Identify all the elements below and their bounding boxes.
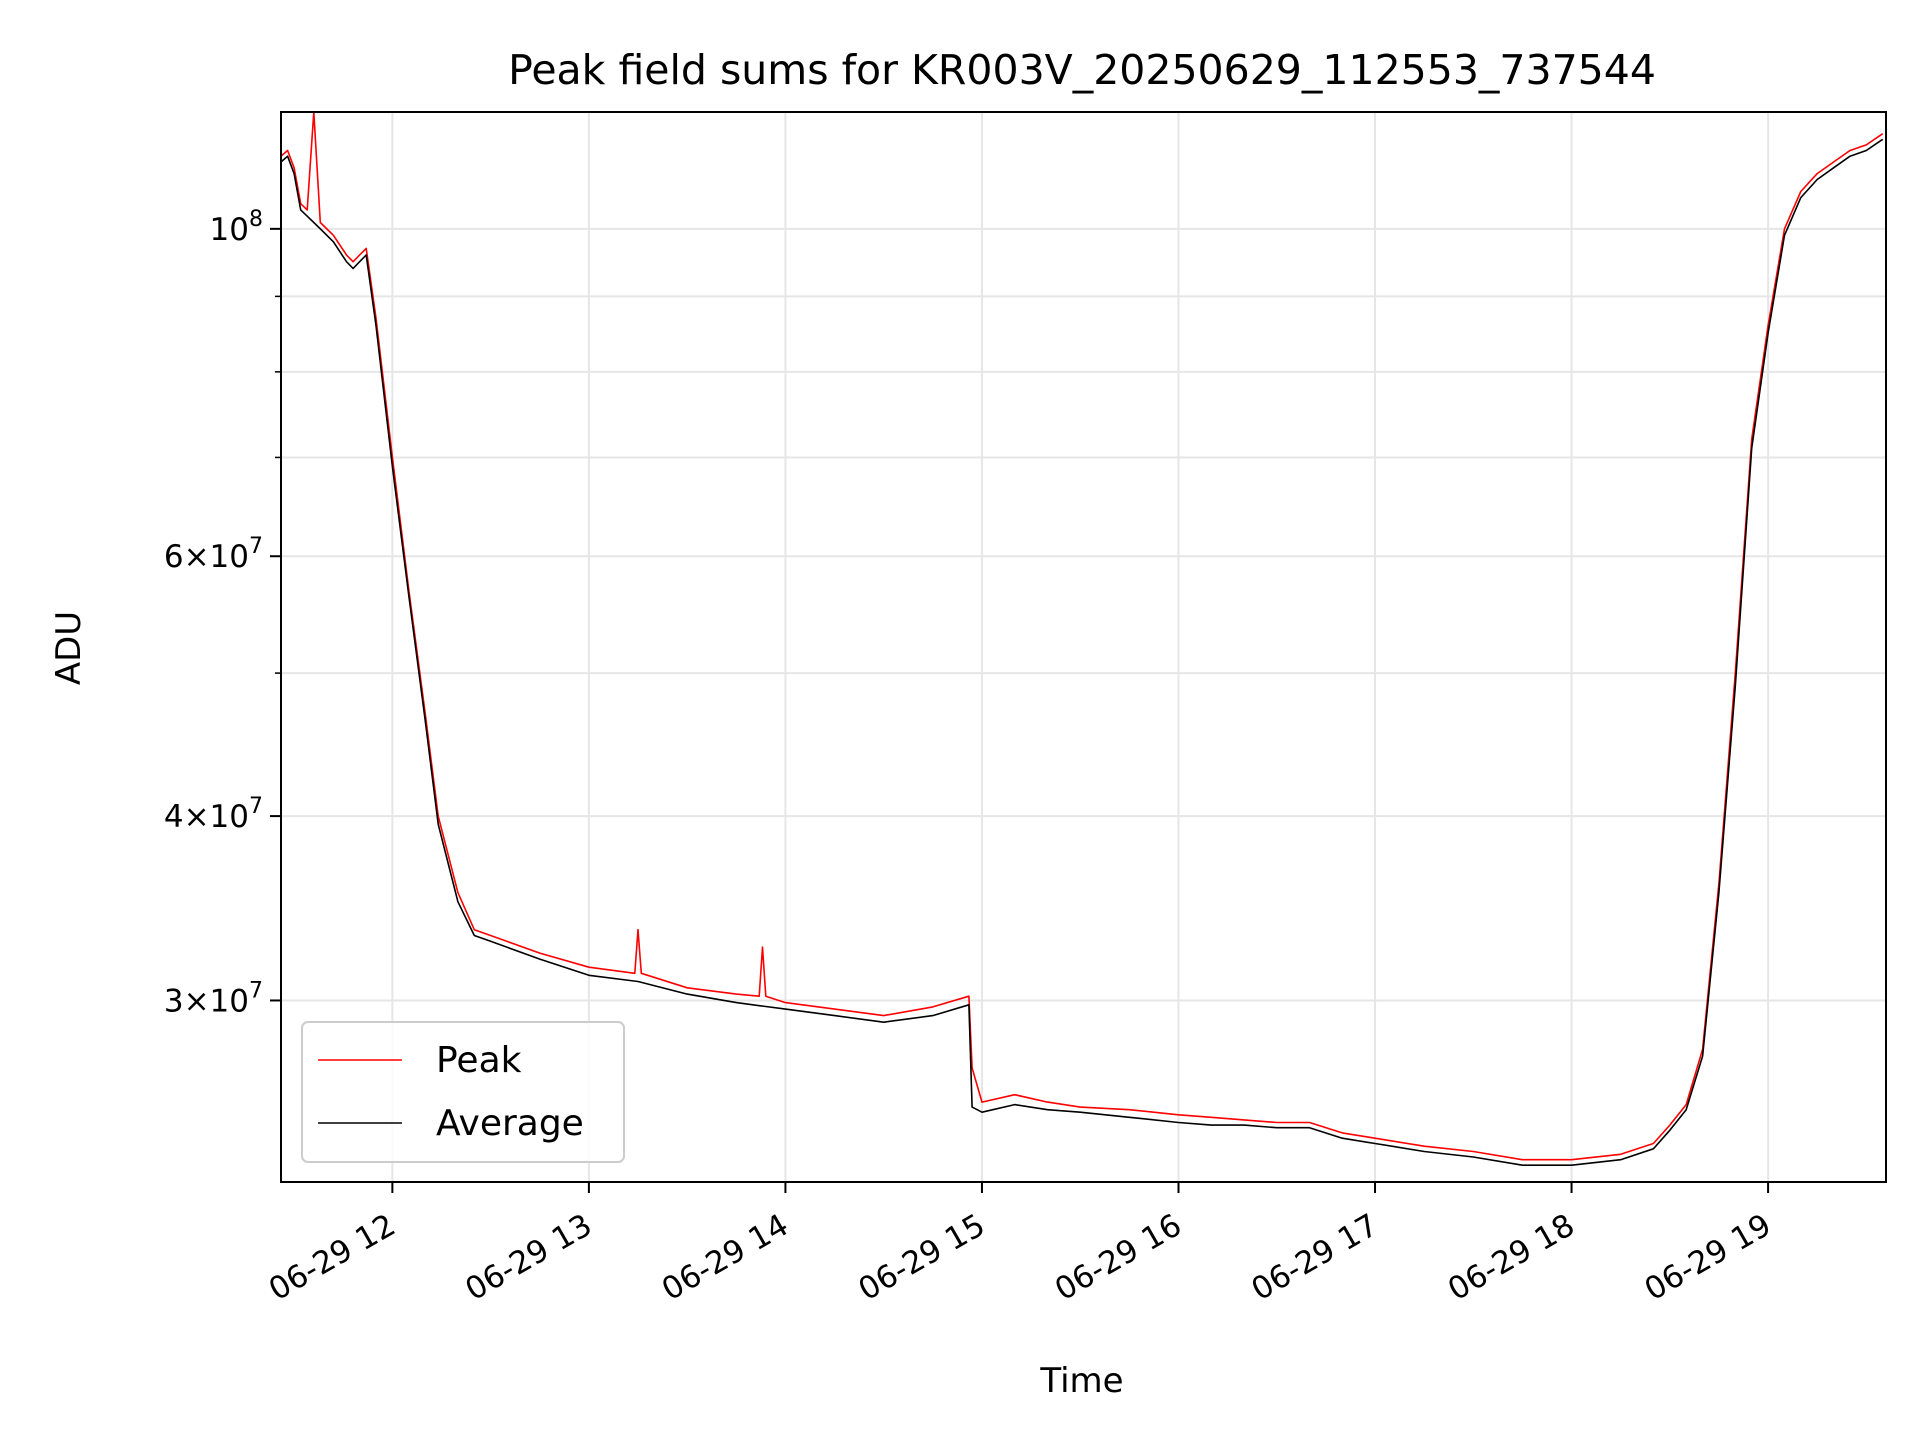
x-axis-label: Time: [1039, 1361, 1123, 1401]
y-tick-label-1: 4×107: [164, 794, 263, 835]
grid-layer: [281, 112, 1886, 1182]
chart-title: Peak field sums for KR003V_20250629_1125…: [508, 46, 1656, 94]
legend-label-peak: Peak: [436, 1040, 522, 1081]
series-line-peak: [281, 112, 1884, 1161]
series-layer: [281, 112, 1884, 1166]
legend-label-average: Average: [436, 1103, 584, 1144]
legend-box: [301, 1021, 625, 1163]
y-tick-label-3: 108: [210, 207, 263, 248]
y-axis-label: ADU: [49, 611, 89, 685]
y-tick-label-0: 3×107: [164, 978, 263, 1019]
series-line-average: [281, 138, 1884, 1166]
y-tick-label-2: 6×107: [164, 534, 263, 575]
plot-frame: [280, 111, 1887, 1183]
legend: Peak Average: [301, 1021, 625, 1163]
